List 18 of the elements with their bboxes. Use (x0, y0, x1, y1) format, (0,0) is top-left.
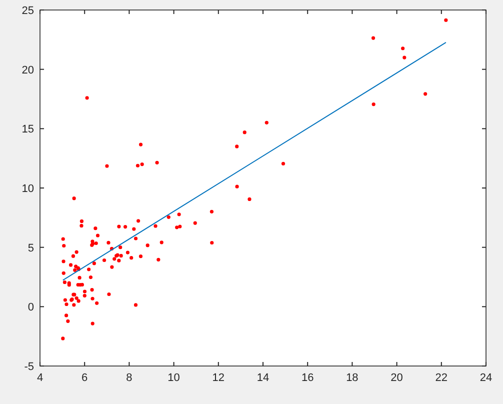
y-tick-label: 0 (28, 302, 34, 314)
x-tick-label: 10 (168, 372, 180, 384)
x-tick-label: 22 (435, 372, 448, 384)
y-tick-label: 5 (28, 242, 34, 254)
x-tick-label: 8 (126, 372, 132, 384)
y-tick-label: 25 (22, 5, 34, 17)
x-tick-label: 4 (36, 372, 44, 384)
y-tick-label: 10 (22, 183, 34, 195)
x-tick-label: 24 (480, 372, 492, 384)
y-tick-label: -5 (24, 361, 34, 373)
y-tick-label: 20 (22, 64, 34, 76)
x-tick-label: 12 (212, 372, 225, 384)
x-tick-label: 18 (346, 372, 358, 384)
y-tick-label: 15 (22, 124, 34, 136)
x-tick-label: 14 (256, 372, 270, 384)
x-tick-label: 20 (390, 372, 403, 384)
x-tick-label: 6 (82, 372, 88, 384)
x-tick-label: 16 (301, 372, 314, 384)
